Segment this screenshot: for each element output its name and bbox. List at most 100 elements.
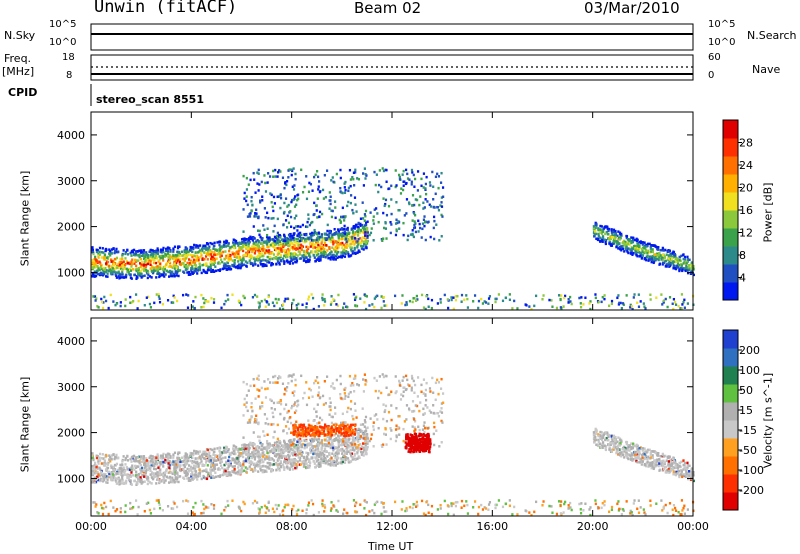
data-cell	[335, 253, 338, 256]
data-cell	[110, 466, 113, 469]
data-cell	[210, 250, 213, 254]
data-cell	[247, 447, 250, 451]
data-cell	[93, 465, 96, 469]
data-cell	[152, 252, 155, 256]
data-cell	[626, 247, 629, 251]
data-cell	[263, 247, 266, 251]
data-cell	[163, 481, 166, 484]
data-cell	[353, 232, 356, 236]
data-cell	[283, 460, 286, 464]
data-cell	[504, 296, 507, 300]
data-cell	[202, 297, 205, 300]
data-cell	[334, 258, 337, 261]
data-cell	[115, 276, 118, 279]
data-cell	[212, 450, 216, 454]
data-cell	[666, 305, 669, 309]
data-cell	[281, 448, 285, 452]
data-cell	[314, 449, 317, 452]
data-cell	[259, 201, 262, 204]
data-cell	[102, 270, 106, 274]
data-cell	[244, 253, 247, 257]
data-cell	[211, 262, 214, 265]
data-cell	[373, 305, 376, 309]
data-cell	[627, 242, 630, 246]
data-cell	[91, 258, 94, 262]
data-cell	[312, 233, 315, 237]
data-cell	[292, 198, 295, 201]
data-cell	[659, 248, 662, 252]
data-cell	[647, 249, 650, 253]
data-cell	[214, 257, 217, 260]
data-cell	[158, 480, 161, 484]
data-cell	[358, 231, 362, 234]
data-cell	[643, 257, 646, 261]
data-cell	[270, 448, 274, 451]
data-cell	[256, 239, 259, 242]
data-cell	[481, 302, 485, 305]
data-cell	[313, 445, 317, 448]
data-cell	[213, 258, 216, 262]
data-cell	[219, 268, 222, 271]
data-cell	[101, 475, 105, 478]
data-cell	[169, 265, 173, 268]
data-cell	[385, 237, 388, 240]
data-cell	[237, 257, 240, 260]
data-cell	[439, 298, 442, 301]
data-cell	[169, 272, 172, 276]
data-cell	[290, 234, 294, 238]
data-cell	[356, 251, 359, 255]
data-cell	[294, 452, 297, 456]
data-cell	[373, 208, 376, 211]
data-cell	[205, 452, 208, 456]
data-cell	[91, 246, 94, 249]
data-cell	[317, 455, 321, 458]
data-cell	[169, 250, 172, 253]
data-cell	[354, 240, 357, 243]
data-cell	[323, 443, 327, 446]
data-cell	[261, 451, 264, 455]
data-cell	[227, 450, 230, 454]
data-cell	[351, 175, 354, 179]
data-cell	[177, 252, 180, 256]
data-cell	[359, 237, 362, 240]
data-cell	[246, 250, 250, 253]
data-cell	[225, 255, 228, 258]
data-cell	[252, 447, 255, 451]
data-cell	[98, 268, 101, 272]
data-cell	[226, 261, 230, 265]
data-cell	[396, 221, 399, 225]
data-cell	[680, 307, 683, 310]
data-cell	[201, 263, 204, 267]
data-cell	[350, 242, 353, 246]
data-cell	[248, 255, 251, 259]
data-cell	[99, 265, 102, 269]
data-cell	[631, 247, 634, 251]
data-cell	[356, 234, 359, 237]
data-cell	[686, 260, 689, 263]
data-cell	[331, 439, 334, 443]
data-cell	[252, 455, 255, 458]
data-cell	[684, 269, 687, 273]
data-cell	[322, 243, 325, 247]
data-cell	[263, 457, 267, 461]
data-cell	[359, 428, 362, 432]
data-cell	[331, 460, 334, 463]
data-cell	[154, 475, 157, 478]
data-cell	[312, 307, 315, 311]
data-cell	[342, 231, 345, 235]
data-cell	[302, 254, 305, 258]
data-cell	[279, 206, 282, 210]
data-cell	[233, 467, 236, 471]
data-cell	[198, 455, 202, 458]
data-cell	[102, 457, 105, 460]
data-cell	[408, 178, 411, 181]
data-cell	[242, 174, 245, 178]
data-cell	[309, 438, 312, 442]
data-cell	[657, 258, 660, 262]
data-cell	[235, 251, 238, 254]
data-cell	[678, 268, 681, 271]
data-cell	[253, 452, 256, 455]
data-cell	[473, 294, 477, 297]
data-cell	[348, 437, 351, 441]
data-cell	[422, 201, 425, 205]
